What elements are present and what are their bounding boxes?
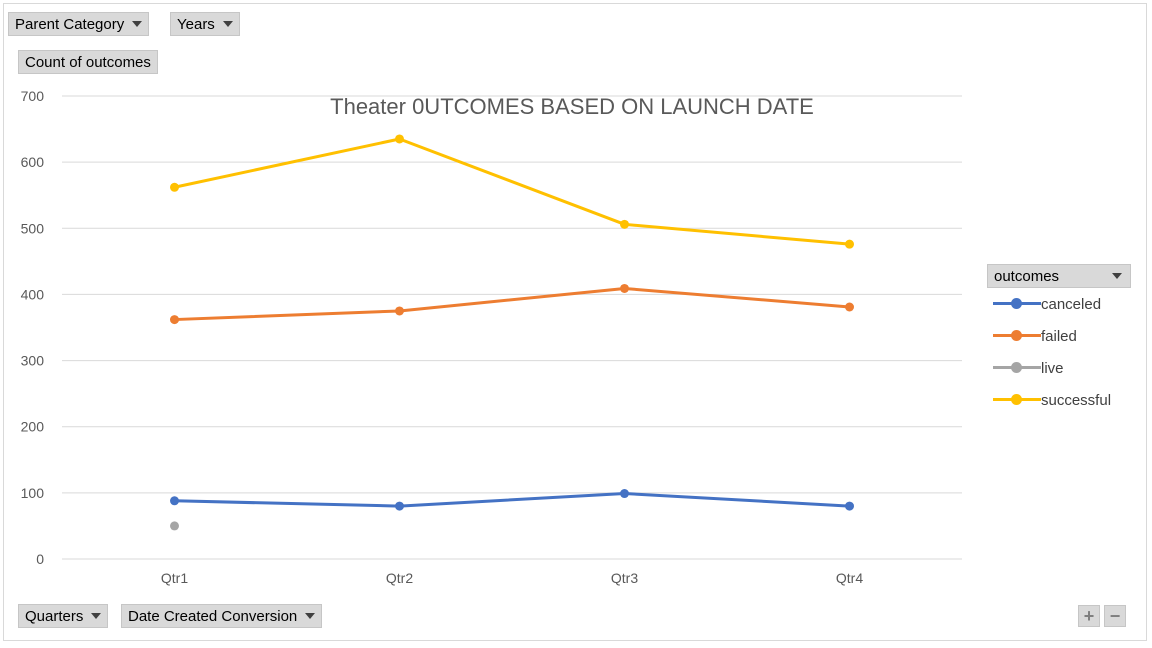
value-field-button[interactable]: Count of outcomes [18,50,158,74]
legend-label: live [1041,359,1064,377]
series-failed [170,283,854,325]
legend-label: canceled [1041,295,1102,313]
y-tick-label: 600 [21,154,45,170]
data-point [845,501,854,511]
series-live [170,521,179,531]
series-line [174,492,850,508]
y-tick-label: 700 [21,88,45,104]
y-tick-label: 200 [21,419,45,435]
chart-frame [3,3,1147,641]
dropdown-arrow-icon [132,21,143,27]
y-tick-label: 400 [21,286,45,302]
quarters-field-button[interactable]: Quarters [18,604,109,628]
plus-icon: + [1083,605,1095,626]
y-tick-label: 0 [36,551,44,567]
legend-item-successful: successful [987,384,1131,416]
data-point [170,496,179,506]
data-point [395,134,404,144]
x-tick-label: Qtr4 [836,570,863,586]
data-point [620,283,629,293]
data-point [170,315,179,325]
gridlines [62,95,962,560]
legend-item-live: live [987,352,1131,384]
data-point [620,489,629,499]
y-axis: 0 100 200 300 400 500 600 700 [21,88,45,567]
quarters-label: Quarters [25,607,84,625]
legend-label: failed [1041,327,1077,345]
years-filter-button[interactable]: Years [170,12,240,36]
x-tick-label: Qtr1 [161,570,188,586]
dropdown-arrow-icon [1112,273,1122,279]
series-group [170,134,854,531]
legend-label: successful [1041,391,1112,409]
data-point [845,239,854,249]
series-canceled [170,489,854,511]
date-created-field-button[interactable]: Date Created Conversion [121,604,323,628]
legend-swatch [993,298,1041,310]
legend-header-button[interactable]: outcomes [987,264,1131,288]
y-tick-label: 300 [21,353,45,369]
legend-item-canceled: canceled [987,288,1131,320]
parent-category-filter-button[interactable]: Parent Category [8,12,150,36]
dropdown-arrow-icon [222,21,233,27]
data-point [170,182,179,192]
legend-swatch [993,330,1041,342]
data-point [170,521,179,531]
y-tick-label: 100 [21,485,45,501]
y-tick-label: 500 [21,220,45,236]
series-successful [170,134,854,249]
expand-button[interactable]: + [1078,605,1100,627]
legend-item-failed: failed [987,320,1131,352]
minus-icon: − [1109,605,1121,626]
collapse-button[interactable]: − [1104,605,1126,627]
legend: outcomes canceled failed live successful [987,264,1131,416]
legend-header-label: outcomes [994,267,1060,285]
x-axis: Qtr1 Qtr2 Qtr3 Qtr4 [161,570,863,586]
series-line [174,286,850,322]
date-created-label: Date Created Conversion [128,607,298,625]
data-point [395,306,404,316]
data-point [395,501,404,511]
legend-swatch [993,362,1041,374]
chart-title: Theater 0UTCOMES BASED ON LAUNCH DATE [330,94,814,119]
data-point [845,302,854,312]
x-tick-label: Qtr3 [611,570,638,586]
parent-category-label: Parent Category [15,15,125,33]
legend-swatch [993,394,1041,406]
dropdown-arrow-icon [305,613,316,619]
series-line [174,137,850,246]
x-tick-label: Qtr2 [386,570,413,586]
years-label: Years [177,15,215,33]
value-field-label: Count of outcomes [25,53,151,71]
data-point [620,219,629,229]
dropdown-arrow-icon [91,613,102,619]
